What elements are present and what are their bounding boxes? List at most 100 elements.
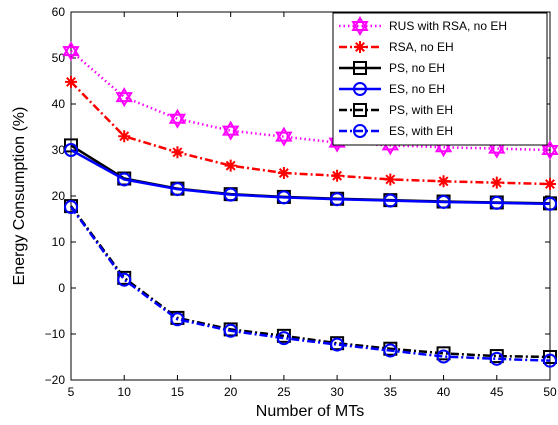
x-tick-label: 15 bbox=[171, 385, 185, 399]
marker-triangle-up bbox=[62, 41, 80, 57]
data-point bbox=[541, 140, 558, 160]
series-line bbox=[69, 206, 551, 362]
marker-triangle-up bbox=[115, 87, 133, 103]
data-point bbox=[276, 190, 291, 205]
legend-label: PS, no EH bbox=[389, 61, 445, 75]
y-axis-ticks: 60 50 40 30 20 10 0 −10 −20 bbox=[45, 5, 550, 387]
legend-marker bbox=[353, 82, 367, 96]
data-point bbox=[224, 159, 237, 172]
marker-triangle-down bbox=[351, 21, 369, 37]
legend-label: ES, with EH bbox=[389, 124, 453, 138]
data-point bbox=[383, 343, 398, 358]
y-tick-label: 60 bbox=[52, 5, 66, 19]
legend-box bbox=[332, 12, 548, 146]
marker-triangle-down bbox=[62, 46, 80, 62]
data-point bbox=[383, 193, 398, 208]
data-point bbox=[117, 172, 132, 187]
marker-triangle-up bbox=[168, 108, 187, 124]
data-point bbox=[330, 337, 345, 352]
data-point bbox=[118, 130, 131, 143]
legend-item: PS, no EH bbox=[339, 61, 445, 75]
data-point bbox=[64, 200, 78, 215]
x-tick-label: 35 bbox=[384, 385, 398, 399]
marker-triangle-up bbox=[488, 138, 506, 154]
data-point bbox=[436, 349, 451, 364]
data-point bbox=[544, 178, 556, 191]
data-point bbox=[171, 146, 184, 159]
x-tick-label: 30 bbox=[330, 385, 344, 399]
data-point bbox=[115, 87, 133, 108]
data-point bbox=[436, 194, 451, 209]
legend-item: ES, no EH bbox=[339, 82, 445, 96]
y-tick-label: 10 bbox=[52, 235, 66, 249]
data-point bbox=[543, 196, 557, 211]
legend-label: RSA, no EH bbox=[389, 40, 454, 54]
y-tick-label: 20 bbox=[52, 189, 66, 203]
marker-triangle-up bbox=[222, 120, 240, 136]
series-layer bbox=[62, 41, 558, 368]
y-tick-label: 50 bbox=[52, 51, 66, 65]
x-tick-label: 40 bbox=[437, 385, 451, 399]
data-point bbox=[437, 175, 450, 188]
data-point bbox=[222, 120, 240, 141]
legend-item: PS, with EH bbox=[339, 103, 453, 117]
series-line bbox=[69, 205, 551, 359]
data-point bbox=[489, 195, 504, 210]
x-tick-label: 25 bbox=[277, 385, 291, 399]
legend-marker bbox=[351, 15, 369, 37]
legend-marker bbox=[353, 103, 367, 117]
data-point bbox=[168, 108, 187, 129]
data-point bbox=[223, 187, 238, 202]
marker-triangle-down bbox=[115, 92, 133, 108]
x-tick-label: 45 bbox=[490, 385, 504, 399]
data-point bbox=[277, 167, 290, 179]
series-line bbox=[70, 81, 551, 186]
data-point bbox=[489, 351, 504, 366]
data-point bbox=[331, 169, 344, 182]
y-tick-label: 30 bbox=[52, 143, 66, 157]
marker-triangle-up bbox=[351, 15, 369, 31]
legend-label: RUS with RSA, no EH bbox=[389, 19, 507, 33]
y-axis-label: Energy Consumption (%) bbox=[11, 107, 28, 286]
legend-item: RUS with RSA, no EH bbox=[339, 15, 507, 37]
x-tick-label: 10 bbox=[118, 385, 132, 399]
legend-item: RSA, no EH bbox=[339, 40, 454, 54]
marker-triangle-down bbox=[222, 125, 240, 141]
y-tick-label: −20 bbox=[45, 373, 66, 387]
legend-marker bbox=[353, 61, 367, 75]
y-tick-label: 0 bbox=[58, 281, 65, 295]
legend-item: ES, with EH bbox=[339, 124, 453, 138]
legend: RUS with RSA, no EH RSA, no EH PS, no EH ES… bbox=[332, 12, 548, 146]
legend-label: PS, with EH bbox=[389, 103, 453, 117]
data-point bbox=[384, 173, 397, 186]
legend-label: ES, no EH bbox=[389, 82, 445, 96]
y-tick-label: −10 bbox=[45, 327, 66, 341]
x-axis-ticks: 5 10 15 20 25 30 35 40 45 50 bbox=[68, 12, 557, 399]
data-point bbox=[275, 126, 293, 147]
data-point bbox=[543, 350, 557, 364]
x-tick-label: 5 bbox=[68, 385, 75, 399]
data-point bbox=[64, 143, 78, 157]
series-3 bbox=[64, 143, 557, 211]
series-5 bbox=[64, 200, 557, 368]
marker-triangle-down bbox=[168, 113, 187, 129]
y-tick-label: 40 bbox=[52, 97, 66, 111]
series-line bbox=[70, 148, 551, 206]
legend-marker bbox=[354, 41, 366, 53]
data-point bbox=[543, 353, 557, 368]
data-point bbox=[65, 75, 77, 88]
data-point bbox=[62, 41, 80, 62]
x-tick-label: 20 bbox=[224, 385, 238, 399]
data-point bbox=[276, 331, 291, 346]
marker-triangle-down bbox=[541, 145, 558, 160]
data-point bbox=[117, 272, 132, 287]
x-axis-label: Number of MTs bbox=[256, 403, 364, 420]
data-point bbox=[223, 323, 238, 338]
marker-triangle-down bbox=[275, 131, 293, 147]
marker-triangle-up bbox=[275, 126, 293, 142]
series-line bbox=[70, 50, 551, 152]
marker-triangle-up bbox=[541, 140, 558, 155]
series-1 bbox=[65, 75, 556, 191]
x-tick-label: 50 bbox=[543, 385, 557, 399]
